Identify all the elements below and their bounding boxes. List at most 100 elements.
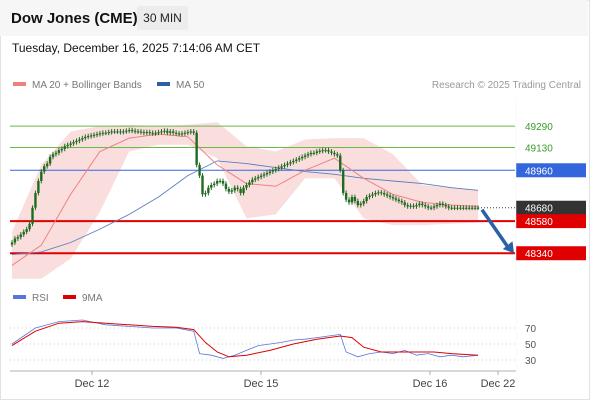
candle-body xyxy=(432,206,436,208)
candle-body xyxy=(324,150,327,152)
candle-body xyxy=(438,203,442,206)
candle-body xyxy=(315,151,319,153)
candle-body xyxy=(198,164,201,176)
candle-body xyxy=(295,159,298,161)
candle-body xyxy=(377,192,380,194)
legend-rsi-ma: 9MA xyxy=(63,293,103,304)
candle-body xyxy=(34,193,37,208)
level-label-49290: 49290 xyxy=(525,122,553,133)
x-tick-label-2: Dec 16 xyxy=(413,378,448,390)
legend-swatch-bollinger xyxy=(13,82,26,87)
level-label-bg-48580 xyxy=(516,214,586,229)
legend-swatch-rsi xyxy=(13,295,26,300)
candle-body xyxy=(359,203,362,206)
candle-body xyxy=(350,197,354,203)
candle-body xyxy=(204,193,207,195)
candle-body xyxy=(286,163,289,165)
candle-body xyxy=(92,134,96,136)
candle-body xyxy=(218,180,222,182)
candle-body xyxy=(87,136,90,138)
candle-body xyxy=(271,170,275,172)
rsi-ma-line xyxy=(11,321,479,358)
candle-body xyxy=(289,162,292,164)
candle-body xyxy=(48,156,52,164)
candle-body xyxy=(210,184,213,188)
header-bar xyxy=(0,0,588,36)
level-label-bg-48340 xyxy=(516,246,586,261)
candle-body xyxy=(468,207,471,209)
candle-body xyxy=(224,183,228,189)
ma50-line xyxy=(11,160,479,256)
candle-body xyxy=(309,152,313,155)
candle-body xyxy=(280,166,283,168)
candle-body xyxy=(63,146,66,149)
candle-body xyxy=(51,154,55,157)
candle-body xyxy=(344,193,348,200)
candle-body xyxy=(186,132,190,134)
candle-body xyxy=(160,131,163,133)
candle-body xyxy=(362,201,365,204)
candles xyxy=(10,127,480,247)
candle-body xyxy=(227,189,231,192)
level-label-48960: 48960 xyxy=(525,166,553,177)
rsi-tick-label-30: 30 xyxy=(525,356,537,367)
candle-body xyxy=(306,154,310,156)
candle-body xyxy=(148,132,151,134)
candle-body xyxy=(412,205,415,207)
candle-body xyxy=(157,132,160,134)
candle-body xyxy=(75,140,78,143)
candle-body xyxy=(380,192,383,194)
level-label-49130: 49130 xyxy=(525,144,553,155)
legend-ma50: MA 50 xyxy=(157,80,204,91)
candle-body xyxy=(441,203,445,206)
forecast-arrow-head xyxy=(502,241,514,254)
candle-body xyxy=(403,202,406,206)
candle-body xyxy=(374,193,377,195)
legend-label-rsi: RSI xyxy=(32,293,49,304)
candle-body xyxy=(236,187,239,189)
legend-swatch-rsi-ma xyxy=(63,295,76,300)
candle-body xyxy=(133,130,137,132)
candle-body xyxy=(353,197,357,202)
candle-body xyxy=(104,132,107,134)
candle-body xyxy=(336,154,339,156)
candle-body xyxy=(394,198,398,200)
rsi-tick-label-70: 70 xyxy=(525,324,537,335)
candle-body xyxy=(453,207,456,209)
candle-body xyxy=(259,175,263,177)
candle-body xyxy=(356,201,360,206)
candle-body xyxy=(400,201,403,203)
candle-body xyxy=(365,197,368,202)
candle-body xyxy=(421,203,424,206)
candle-body xyxy=(274,168,277,171)
candle-body xyxy=(265,172,269,175)
candle-body xyxy=(385,194,389,196)
candle-body xyxy=(429,207,433,209)
candle-body xyxy=(450,207,453,209)
candle-body xyxy=(43,166,46,172)
candle-body xyxy=(406,205,409,207)
timeframe-button[interactable]: 30 MIN xyxy=(137,6,188,30)
candle-body xyxy=(383,193,386,195)
candle-body xyxy=(95,134,99,136)
candle-body xyxy=(13,238,17,243)
candle-body xyxy=(230,190,234,192)
candle-body xyxy=(125,130,128,132)
candle-body xyxy=(462,207,465,209)
candle-body xyxy=(368,195,371,198)
legend-rsi: RSI xyxy=(13,293,49,304)
candle-body xyxy=(195,132,198,165)
candle-body xyxy=(256,176,260,179)
candle-body xyxy=(397,199,401,202)
candle-body xyxy=(57,150,61,153)
x-tick-label-1: Dec 15 xyxy=(244,378,279,390)
candle-body xyxy=(25,229,28,232)
candle-body xyxy=(192,131,195,133)
candle-body xyxy=(31,207,34,224)
legend-ma20-bollinger: MA 20 + Bollinger Bands xyxy=(13,80,142,91)
candle-body xyxy=(128,130,131,132)
candle-body xyxy=(207,187,210,194)
candle-body xyxy=(300,156,304,159)
candle-body xyxy=(213,183,216,185)
